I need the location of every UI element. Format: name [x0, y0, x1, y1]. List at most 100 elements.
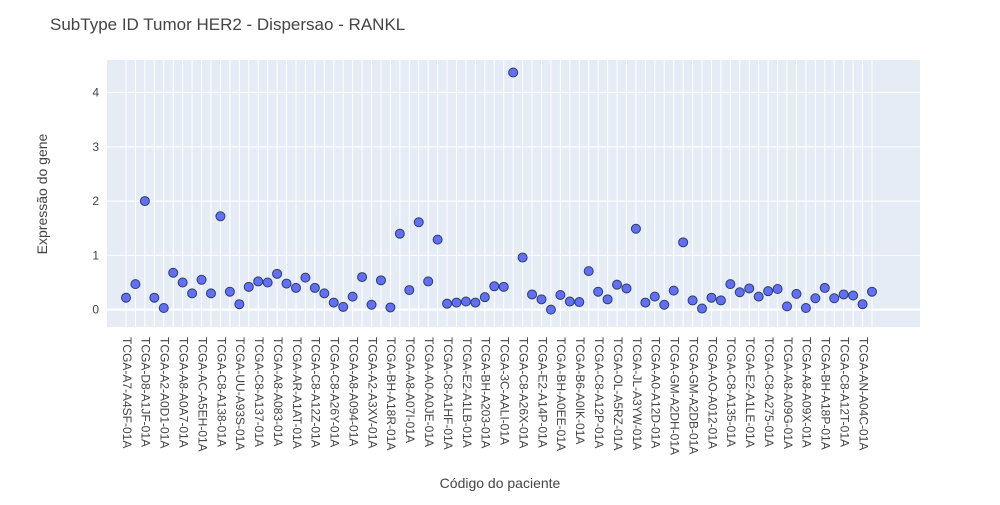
x-tick-label: TCGA-AN-A04C-01A [856, 337, 870, 450]
x-tick-label: TCGA-BH-A0EE-01A [554, 337, 568, 451]
point [413, 217, 424, 228]
point [838, 289, 849, 300]
point [602, 294, 613, 305]
point [763, 286, 774, 297]
x-tick-label: TCGA-OL-A5RZ-01A [611, 337, 625, 450]
point [309, 282, 320, 293]
x-tick-label: TCGA-BH-A18P-01A [819, 337, 833, 450]
point [725, 279, 736, 290]
point [215, 211, 226, 222]
point [527, 289, 538, 300]
point [498, 281, 509, 292]
x-tick-label: TCGA-JL-A3YW-01A [630, 337, 644, 450]
point [205, 288, 216, 299]
y-tick-label: 3 [92, 140, 99, 154]
x-tick-label: TCGA-A0-A0JE-01A [422, 337, 436, 447]
x-axis-title: Código do paciente [440, 475, 561, 491]
point [800, 303, 811, 314]
point [753, 291, 764, 302]
x-tick-label: TCGA-A8-A09X-01A [800, 337, 814, 448]
y-tick-label: 1 [92, 248, 99, 262]
point [649, 291, 660, 302]
point [640, 297, 651, 308]
x-tick-label: TCGA-C8-A12T-01A [837, 337, 851, 447]
x-tick-label: TCGA-E2-A14P-01A [535, 337, 549, 448]
x-tick-label: TCGA-C8-A26Y-01A [328, 337, 342, 447]
point [224, 286, 235, 297]
x-tick-label: TCGA-C8-A26X-01A [516, 337, 530, 448]
point [366, 299, 377, 310]
x-tick-label: TCGA-A8-A07I-01A [403, 337, 417, 443]
point [338, 301, 349, 312]
x-tick-label: TCGA-A7-A4SF-01A [120, 337, 134, 448]
x-tick-label: TCGA-A2-A3XV-01A [365, 337, 379, 448]
point [451, 297, 462, 308]
point [848, 290, 859, 301]
point [612, 279, 623, 290]
point [139, 196, 150, 207]
point [744, 283, 755, 294]
x-tick-label: TCGA-E2-A1LE-01A [743, 337, 757, 448]
point [706, 292, 717, 303]
x-tick-label: TCGA-BH-A203-01A [479, 337, 493, 448]
x-tick-label: TCGA-A8-A094-01A [346, 337, 360, 446]
point [234, 299, 245, 310]
point [687, 295, 698, 306]
point [290, 282, 301, 293]
point [357, 272, 368, 283]
x-tick-label: TCGA-A0-A12D-01A [649, 337, 663, 448]
point [574, 297, 585, 308]
point [555, 289, 566, 300]
point [177, 277, 188, 288]
point [149, 292, 160, 303]
point [678, 237, 689, 248]
point [272, 268, 283, 279]
point [385, 302, 396, 313]
x-tick-label: TCGA-B6-A0IK-01A [573, 337, 587, 444]
point [130, 279, 141, 290]
x-tick-label: TCGA-UU-A93S-01A [233, 337, 247, 450]
point [536, 294, 547, 305]
point [819, 282, 830, 293]
point [281, 278, 292, 289]
point [517, 252, 528, 263]
point [347, 291, 358, 302]
point [791, 288, 802, 299]
point [659, 299, 670, 310]
point [630, 223, 641, 234]
x-tick-label: TCGA-BH-A18R-01A [384, 337, 398, 450]
point [545, 304, 556, 315]
x-tick-label: TCGA-C8-A1HF-01A [441, 337, 455, 450]
point [715, 295, 726, 306]
x-tick-label: TCGA-A8-A09G-01A [781, 337, 795, 449]
point [564, 296, 575, 307]
x-tick-label: TCGA-A2-A0D1-01A [158, 337, 172, 448]
point [158, 303, 169, 314]
x-tick-label: TCGA-AC-A5EH-01A [195, 337, 209, 452]
point [508, 67, 519, 78]
point [196, 274, 207, 285]
x-tick-label: TCGA-AR-A1AT-01A [290, 337, 304, 449]
point [621, 283, 632, 294]
x-tick-label: TCGA-C8-A138-01A [214, 337, 228, 447]
point [432, 234, 443, 245]
point [168, 267, 179, 278]
point [593, 286, 604, 297]
point [121, 292, 131, 303]
point [772, 284, 783, 295]
point [479, 292, 490, 303]
point [243, 281, 254, 292]
point [810, 293, 821, 304]
x-tick-label: TCGA-GM-A2DH-01A [668, 337, 682, 455]
point [857, 299, 868, 310]
x-tick-label: TCGA-GM-A2DB-01A [686, 337, 700, 454]
point [829, 293, 840, 304]
point [319, 288, 330, 299]
point [404, 285, 415, 296]
y-tick-label: 0 [92, 303, 99, 317]
point [734, 287, 745, 298]
x-tick-label: TCGA-C8-A12P-01A [592, 337, 606, 448]
point [328, 297, 339, 308]
x-tick-label: TCGA-3C-AALI-01A [498, 337, 512, 445]
